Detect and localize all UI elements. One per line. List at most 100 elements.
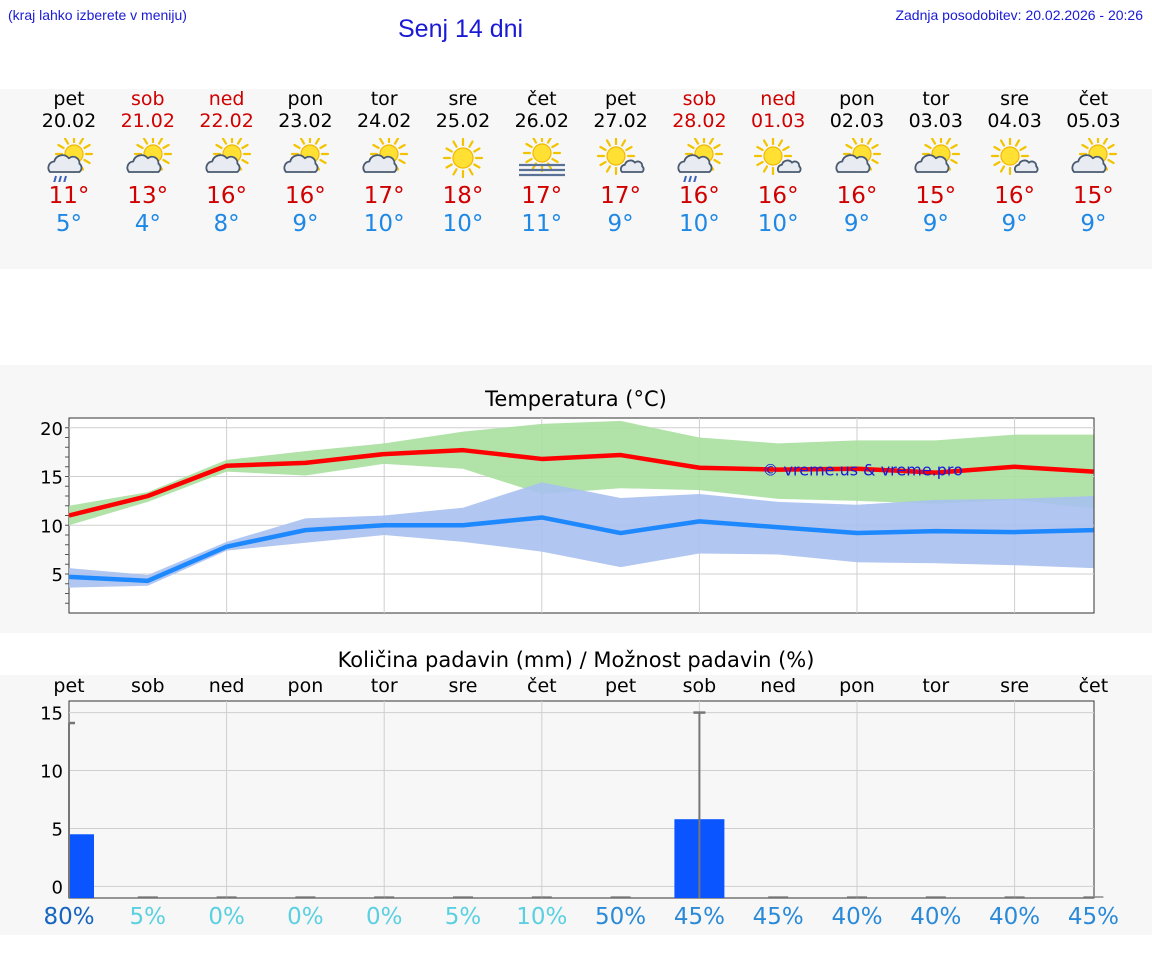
max-temp: 16°: [757, 183, 799, 209]
y-tick-label: 10: [40, 762, 63, 783]
y-tick-label: 15: [40, 468, 63, 489]
x-day-label: tor: [371, 675, 398, 697]
min-temp: 9°: [843, 211, 871, 237]
y-tick-label: 5: [52, 819, 63, 840]
sun-cloud-icon: [283, 138, 330, 174]
day-column: sre 04.03 16° 9°: [975, 88, 1055, 238]
sun-cloud-rain-icon: [47, 138, 94, 182]
min-temp: 8°: [213, 211, 240, 237]
min-temp: 9°: [607, 211, 634, 237]
max-temp: 17°: [521, 183, 563, 209]
sun-cloud-icon: [126, 138, 172, 174]
max-temp: 13°: [127, 183, 169, 209]
max-temp: 16°: [836, 183, 878, 209]
min-temp-line: [68, 515, 1094, 584]
x-day-label: čet: [1079, 675, 1109, 697]
y-tick-label: 10: [40, 516, 63, 537]
watermark: © vreme.us & vreme.pro: [762, 461, 963, 480]
x-day-label: pet: [605, 675, 636, 697]
precip-probability: 5%: [129, 904, 167, 930]
day-column: pon 23.02 16° 9°: [265, 88, 345, 238]
x-day-label: sob: [683, 675, 717, 697]
day-name: pet: [604, 88, 637, 110]
day-date: 21.02: [120, 110, 175, 132]
min-temp: 9°: [1080, 211, 1107, 237]
day-name: pon: [839, 88, 875, 110]
precip-probability: 40%: [910, 904, 962, 930]
day-column: čet 26.02 17° 11°: [502, 88, 582, 238]
min-temp: 9°: [1001, 211, 1028, 237]
min-temp: 10°: [679, 211, 720, 237]
min-temp: 5°: [55, 211, 83, 237]
x-day-label: ned: [209, 675, 245, 697]
sun-small-cloud-icon: [754, 138, 802, 176]
max-temp-range: [69, 420, 1094, 526]
max-temp: 18°: [442, 183, 484, 209]
precip-bar: [69, 834, 94, 898]
temperature-chart-title: Temperatura (°C): [485, 387, 667, 411]
day-column: tor 03.03 15° 9°: [896, 88, 976, 238]
day-date: 20.02: [41, 110, 97, 132]
max-temp: 16°: [994, 183, 1035, 209]
y-tick-label: 20: [40, 419, 63, 440]
sun-fog-icon: [518, 138, 565, 177]
day-name: ned: [208, 88, 245, 110]
y-tick-label: 15: [40, 704, 63, 725]
day-name: pet: [53, 88, 85, 110]
precip-probability: 45%: [1067, 904, 1119, 930]
day-column: ned 01.03 16° 10°: [738, 88, 818, 238]
day-column: tor 24.02 17° 10°: [344, 88, 424, 238]
min-temp: 10°: [363, 211, 405, 237]
location-hint: (kraj lahko izberete v meniju): [8, 7, 187, 23]
min-temp: 10°: [757, 211, 799, 237]
precip-probability: 10%: [516, 904, 568, 930]
max-temp: 16°: [206, 183, 247, 209]
day-column: pet 27.02 17° 9°: [581, 88, 661, 238]
sun-cloud-icon: [1071, 138, 1118, 174]
day-date: 27.02: [593, 110, 648, 132]
plot-area: [68, 700, 1095, 899]
day-column: sre 25.02 18° 10°: [423, 88, 503, 238]
precip-probability: 0%: [365, 904, 403, 930]
day-date: 22.02: [199, 110, 254, 132]
day-name: tor: [922, 88, 950, 110]
day-column: sob 21.02 13° 4°: [108, 88, 188, 238]
day-name: čet: [527, 88, 557, 110]
day-name: ned: [760, 88, 797, 110]
y-tick-label: 5: [52, 565, 63, 586]
max-temp: 16°: [679, 183, 720, 209]
day-date: 04.03: [987, 110, 1042, 132]
day-name: sob: [682, 88, 717, 110]
x-day-label: tor: [922, 675, 949, 697]
day-date: 26.02: [514, 110, 569, 132]
y-tick-label: 0: [52, 877, 63, 898]
day-column: ned 22.02 16° 8°: [187, 88, 267, 238]
sun-small-cloud-icon: [990, 138, 1039, 176]
page-title: Senj 14 dni: [398, 15, 524, 43]
max-temp: 16°: [285, 183, 326, 209]
max-temp-line: [68, 447, 1094, 518]
max-temp: 11°: [48, 183, 90, 209]
precip-probability: 5%: [444, 904, 482, 930]
x-day-label: pon: [288, 675, 324, 697]
precip-probability: 45%: [673, 904, 725, 930]
sun-cloud-icon: [362, 138, 409, 174]
day-date: 05.03: [1066, 110, 1121, 132]
day-date: 25.02: [435, 110, 491, 132]
sun-cloud-icon: [914, 138, 960, 174]
x-day-label: ned: [760, 675, 796, 697]
precip-probability: 0%: [287, 904, 324, 930]
min-temp: 11°: [521, 211, 563, 237]
sun-cloud-rain-icon: [677, 138, 724, 182]
min-temp: 4°: [134, 211, 161, 237]
day-name: čet: [1078, 88, 1109, 110]
max-temp: 15°: [1073, 183, 1114, 209]
precip-probability: 45%: [752, 904, 804, 930]
max-temp: 15°: [915, 183, 957, 209]
day-name: tor: [370, 88, 398, 110]
sun-small-cloud-icon: [596, 138, 645, 176]
precip-probability: 0%: [208, 904, 245, 930]
precip-probability: 80%: [43, 904, 95, 930]
min-temp: 9°: [292, 211, 319, 237]
sun-icon: [442, 138, 484, 179]
